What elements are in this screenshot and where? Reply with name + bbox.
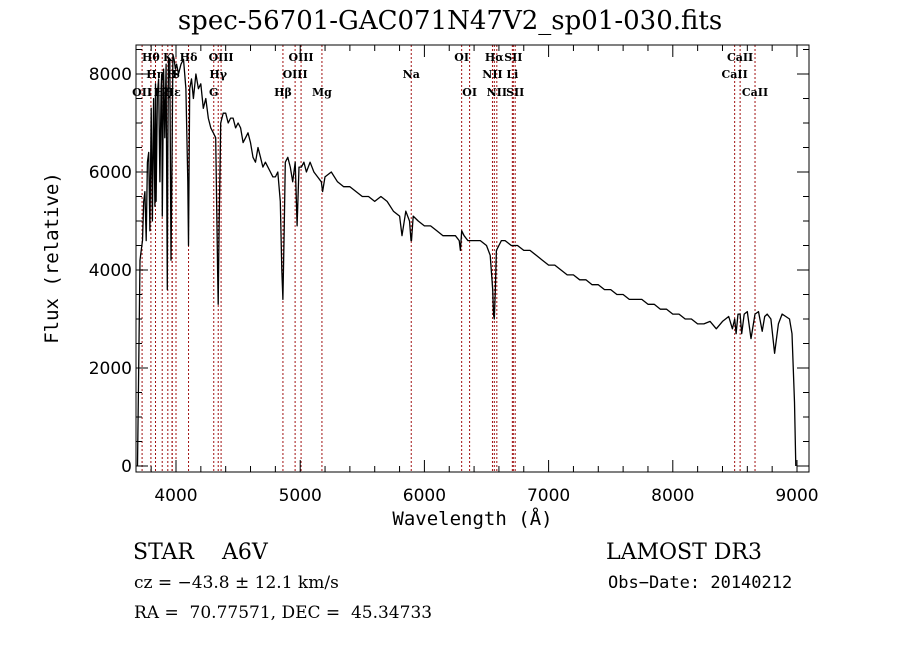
line-marker-label: S (172, 68, 180, 81)
line-marker-label: Hε (164, 86, 181, 99)
line-marker-label: SII (506, 86, 524, 99)
line-marker-label: OIII (289, 51, 314, 64)
line-marker-label: Li (506, 68, 518, 81)
survey-label: LAMOST DR3 (606, 540, 762, 565)
spectrum-curve-group (136, 53, 797, 467)
line-marker-label: Mg (312, 86, 332, 99)
coordinates-label: RA = 70.77571, DEC = 45.34733 (134, 603, 433, 623)
line-marker-label: K (163, 51, 173, 64)
x-tick-label: 9000 (775, 486, 818, 506)
line-marker-label: SII (504, 51, 522, 64)
line-marker-label: Na (403, 68, 420, 81)
line-marker-label: H (167, 68, 177, 81)
y-tick-label: 6000 (89, 163, 132, 183)
chart-title: spec-56701-GAC071N47V2_sp01-030.fits (177, 6, 723, 36)
spectrum-line (136, 53, 797, 467)
y-tick-label: 8000 (89, 65, 132, 85)
line-marker-label: Hβ (274, 86, 292, 99)
line-marker-label: CaII (742, 86, 768, 99)
plot-frame (135, 44, 810, 473)
line-marker-label: G (209, 86, 218, 99)
line-marker-label: CaII (727, 51, 753, 64)
line-marker-label: CaII (722, 68, 748, 81)
redshift-label: cz = −43.8 ± 12.1 km/s (134, 573, 339, 593)
line-marker-label: Hα (485, 51, 504, 64)
line-markers (141, 45, 756, 472)
x-axis-label: Wavelength (Å) (392, 508, 553, 530)
line-marker-label: OI (454, 51, 469, 64)
obs-date-label: Obs−Date: 20140212 (608, 573, 793, 593)
line-marker-label: Hθ (142, 51, 160, 64)
y-axis-label: Flux (relative) (41, 172, 63, 344)
axes: 4000 5000 6000 7000 8000 9000 0 2000 4000 6000 800… (89, 44, 819, 506)
line-marker-label: OIII (283, 68, 308, 81)
line-marker-labels: Hθ OII Hη Hζ KH Hε SHδ G Hγ OIII Hβ OIII OIII Mg Na OI O… (132, 51, 768, 99)
line-marker-label: Hη (146, 68, 164, 81)
line-marker-label: OIII (209, 51, 234, 64)
x-tick-label: 8000 (651, 486, 694, 506)
line-marker-label: Hζ (154, 86, 171, 99)
line-marker-label: NII (482, 68, 502, 81)
line-marker-label: Hγ (209, 68, 227, 81)
line-marker-label: OII (132, 86, 152, 99)
y-tick-label: 2000 (89, 359, 132, 379)
y-tick-label: 0 (121, 457, 132, 477)
x-tick-label: 6000 (403, 486, 446, 506)
x-tick-label: 5000 (279, 486, 322, 506)
x-tick-label: 7000 (527, 486, 570, 506)
x-tick-label: 4000 (154, 486, 197, 506)
line-marker-label: NII (487, 86, 507, 99)
object-class-label: STAR A6V (133, 540, 268, 565)
line-marker-label: Hδ (180, 51, 198, 64)
y-tick-label: 4000 (89, 261, 132, 281)
line-marker-label: OI (462, 86, 477, 99)
